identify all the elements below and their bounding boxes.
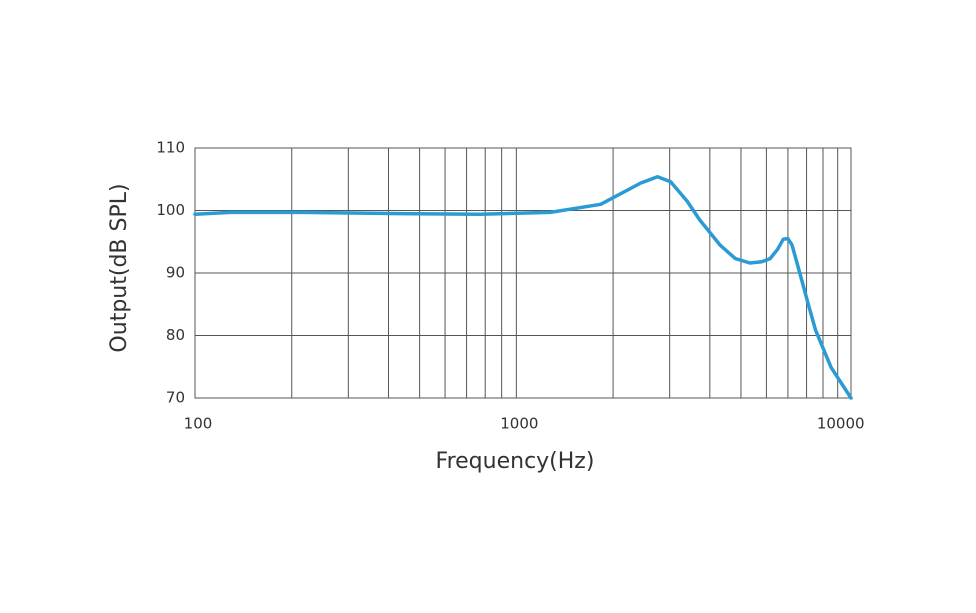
y-tick-label: 110 — [156, 139, 185, 157]
y-tick-label: 80 — [166, 326, 185, 344]
y-tick-label: 70 — [166, 389, 185, 407]
x-tick-label: 1000 — [500, 415, 538, 433]
x-tick-label: 10000 — [817, 415, 865, 433]
x-axis-label: Frequency(Hz) — [436, 449, 595, 474]
y-tick-label: 100 — [156, 201, 185, 219]
y-axis-label: Output(dB SPL) — [107, 183, 132, 352]
y-tick-label: 90 — [166, 264, 185, 282]
x-tick-label: 100 — [184, 415, 213, 433]
plot-frame — [194, 147, 852, 399]
data-line — [193, 174, 853, 400]
